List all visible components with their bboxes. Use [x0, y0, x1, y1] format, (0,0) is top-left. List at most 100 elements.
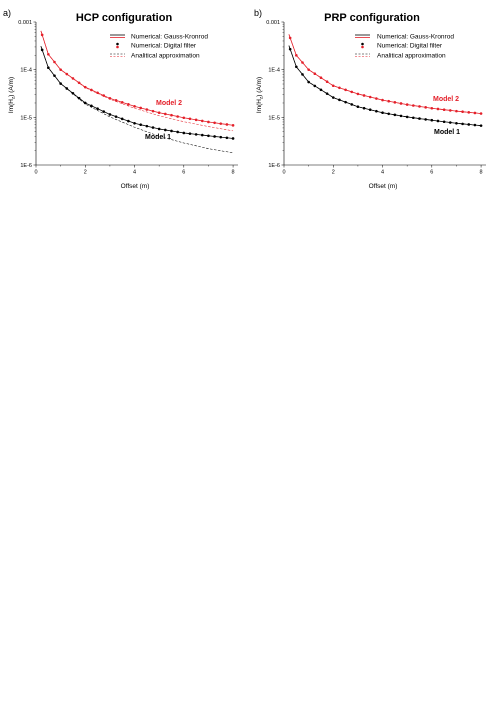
data-point-model-1-digital-filter	[362, 106, 366, 110]
series-line-model-2-approximation	[288, 34, 482, 114]
y-tick-label: 1E-4	[268, 68, 280, 74]
y-tick-label: 1E-5	[268, 115, 280, 121]
legend-entry-digital-filter: Numerical: Digital filter	[131, 43, 197, 50]
data-point-model-2-digital-filter	[188, 117, 192, 121]
data-point-model-1-digital-filter	[102, 110, 106, 113]
x-tick-label: 6	[182, 170, 185, 176]
data-point-model-2-digital-filter	[225, 123, 229, 126]
series-line-model-1-approximation	[288, 45, 482, 126]
data-point-model-1-digital-filter	[133, 121, 136, 125]
data-point-model-1-digital-filter	[157, 127, 161, 131]
legend-entry-approximation: Analitical approximation	[377, 53, 446, 60]
data-point-model-1-digital-filter	[331, 96, 335, 99]
data-point-model-2-digital-filter	[133, 105, 136, 108]
data-point-model-1-digital-filter	[393, 113, 397, 117]
data-point-model-1-digital-filter	[350, 103, 354, 106]
data-point-model-1-digital-filter	[405, 115, 409, 119]
panel-letter: b)	[254, 8, 262, 18]
y-tick-label: 1E-6	[268, 163, 280, 169]
y-tick-label: 1E-5	[20, 115, 32, 121]
data-point-model-2-digital-filter	[145, 108, 149, 111]
data-point-model-2-digital-filter	[473, 111, 477, 115]
legend-marker-df-model1	[116, 42, 119, 46]
y-tick-label: 0.001	[18, 20, 32, 26]
data-point-model-1-digital-filter	[219, 135, 223, 139]
model-1-annotation: Model 1	[434, 129, 460, 136]
data-point-model-1-digital-filter	[108, 113, 112, 116]
data-point-model-2-digital-filter	[207, 120, 210, 124]
data-point-model-2-digital-filter	[231, 124, 235, 127]
data-point-model-1-digital-filter	[151, 126, 155, 129]
legend-marker-df-model2	[361, 45, 364, 49]
legend-entry-gauss-kronrod: Numerical: Gauss-Kronrod	[377, 34, 454, 41]
data-point-model-1-digital-filter	[114, 115, 118, 118]
data-point-model-1-digital-filter	[200, 133, 204, 137]
chart-title: HCP configuration	[76, 12, 173, 24]
data-point-model-1-digital-filter	[194, 133, 198, 136]
data-point-model-2-digital-filter	[127, 103, 130, 106]
data-point-model-2-digital-filter	[176, 115, 179, 118]
data-point-model-2-digital-filter	[120, 101, 124, 104]
plot-area: 0 2 4 6 8 1E-6 1E-5 1E-4 0.001	[266, 20, 486, 176]
data-point-model-2-digital-filter	[157, 111, 161, 115]
data-point-model-1-digital-filter	[170, 129, 173, 133]
data-point-model-2-digital-filter	[288, 36, 292, 40]
y-tick-label: 1E-6	[20, 163, 32, 169]
data-point-model-1-digital-filter	[231, 137, 235, 140]
chart-svg-prp: b) PRP configuration Im(Hz) (A/m) Offset…	[254, 8, 486, 190]
y-tick-label: 0.001	[266, 20, 280, 26]
legend: Numerical: Gauss-Kronrod Numerical: Digi…	[355, 34, 454, 60]
data-point-model-1-digital-filter	[127, 119, 130, 123]
data-point-model-1-digital-filter	[213, 135, 216, 138]
x-axis-label: Offset (m)	[369, 183, 398, 190]
series-line-model-1-gauss-kronrod	[40, 46, 234, 139]
data-point-model-1-digital-filter	[71, 92, 75, 95]
y-axis-label: Im(Hz) (A/m)	[8, 77, 16, 113]
y-axis-label: Im(Hz) (A/m)	[256, 77, 264, 113]
x-tick-label: 4	[381, 170, 384, 176]
x-tick-label: 8	[480, 170, 483, 176]
x-tick-label: 6	[430, 170, 433, 176]
legend-entry-digital-filter: Numerical: Digital filter	[377, 43, 443, 50]
model-2-annotation: Model 2	[433, 96, 459, 103]
x-axis-label: Offset (m)	[121, 183, 150, 190]
legend-marker-df-model2	[116, 45, 119, 49]
data-point-model-2-digital-filter	[430, 106, 434, 110]
data-point-model-2-digital-filter	[114, 99, 118, 102]
data-point-model-2-digital-filter	[77, 81, 81, 85]
data-point-model-1-digital-filter	[325, 92, 329, 95]
data-point-model-1-digital-filter	[188, 132, 192, 135]
series-line-model-2-approximation	[40, 30, 234, 132]
data-point-model-1-digital-filter	[145, 124, 149, 128]
plot-area: 0 2 4 6 8 1E-6 1E-5 1E-4 0.001	[18, 20, 238, 176]
legend-entry-gauss-kronrod: Numerical: Gauss-Kronrod	[131, 34, 208, 41]
chart-panel-prp: b) PRP configuration Im(Hz) (A/m) Offset…	[248, 0, 496, 200]
data-point-model-2-digital-filter	[362, 94, 366, 97]
data-point-model-2-digital-filter	[164, 112, 167, 116]
data-point-model-2-digital-filter	[344, 88, 347, 92]
data-point-model-1-digital-filter	[207, 134, 210, 138]
panel-letter: a)	[3, 8, 11, 18]
data-point-model-1-digital-filter	[461, 122, 464, 126]
data-point-model-1-digital-filter	[288, 47, 292, 51]
data-point-model-1-digital-filter	[47, 66, 50, 69]
x-tick-label: 0	[34, 170, 37, 176]
data-point-model-1-digital-filter	[225, 136, 229, 140]
data-point-model-2-digital-filter	[200, 119, 204, 123]
legend-marker-df-model1	[361, 42, 364, 46]
chart-panel-hcp: a) HCP configuration Im(Hz) (A/m) Offset…	[0, 0, 248, 200]
data-point-model-2-digital-filter	[170, 113, 173, 117]
model-2-annotation: Model 2	[156, 100, 182, 107]
x-tick-label: 0	[282, 170, 285, 176]
data-point-model-2-digital-filter	[405, 103, 409, 106]
data-point-model-1-digital-filter	[96, 107, 99, 111]
data-point-model-2-digital-filter	[96, 91, 99, 95]
x-tick-label: 2	[84, 170, 87, 176]
x-tick-label: 2	[332, 170, 335, 176]
data-point-model-1-digital-filter	[176, 130, 179, 134]
data-point-model-2-digital-filter	[461, 110, 464, 114]
data-point-model-1-digital-filter	[448, 121, 452, 124]
series-line-model-1-approximation	[40, 46, 234, 154]
legend-entry-approximation: Analitical approximation	[131, 53, 200, 60]
data-point-model-2-digital-filter	[418, 105, 421, 108]
